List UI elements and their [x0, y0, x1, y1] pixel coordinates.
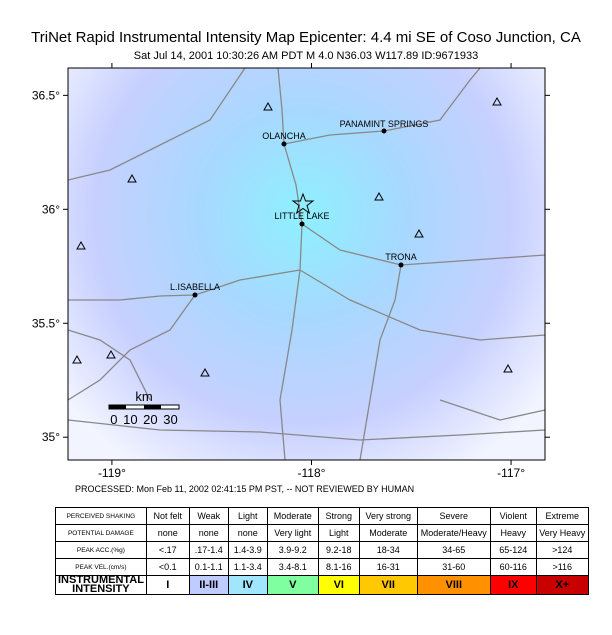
legend-cell: IX — [489, 575, 537, 595]
x-tick-label: -118° — [298, 466, 326, 480]
legend-cell: Heavy — [489, 524, 537, 542]
map-area: OLANCHA PANAMINT SPRINGS LITTLE LAKE TRO… — [68, 68, 545, 460]
legend-cell: 60-116 — [489, 558, 537, 576]
map: TriNet Rapid Instrumental Intensity Map … — [31, 29, 581, 494]
legend-cell: Not felt — [145, 507, 190, 525]
frame — [67, 67, 546, 461]
legend-cell: Very strong — [358, 507, 418, 525]
legend-cell: 34-65 — [416, 541, 491, 559]
legend-cell: 16-31 — [358, 558, 418, 576]
place-label: LITTLE LAKE — [274, 211, 329, 221]
scale-labels: 0 10 20 30 — [110, 412, 177, 427]
place-label: TRONA — [385, 252, 417, 262]
legend-cell: 3.4-8.1 — [266, 558, 319, 576]
legend-cell: V — [266, 575, 319, 595]
legend-cell: <0.1 — [145, 558, 190, 576]
legend-cell: <.17 — [145, 541, 190, 559]
legend-cell: Light — [227, 507, 268, 525]
legend-cell: 18-34 — [358, 541, 418, 559]
legend-cell: Extreme — [535, 507, 589, 525]
legend-cell: 1.4-3.9 — [227, 541, 268, 559]
x-tick-label: -119° — [98, 466, 126, 480]
processed-note: PROCESSED: Mon Feb 11, 2002 02:41:15 PM … — [75, 484, 414, 494]
intensity-legend: PERCEIVED SHAKING Not felt Weak Light Modera… — [55, 507, 589, 595]
subtitle: Sat Jul 14, 2001 10:30:26 AM PDT M 4.0 N… — [134, 50, 478, 62]
epicenter — [291, 192, 315, 215]
legend-cell: .17-1.4 — [188, 541, 229, 559]
legend-cell: VI — [317, 575, 360, 595]
title: TriNet Rapid Instrumental Intensity Map … — [31, 29, 581, 46]
cities — [192, 128, 404, 298]
legend-cell: VIII — [416, 575, 491, 595]
legend-cell: >124 — [535, 541, 589, 559]
legend-cell: >116 — [535, 558, 589, 576]
legend-row: POTENTIAL DAMAGE none none none Very light Li… — [55, 524, 589, 542]
legend-cell: 0.1-1.1 — [188, 558, 229, 576]
scale-bar: km 0 10 20 30 — [108, 389, 180, 427]
legend-cell: none — [145, 524, 190, 542]
legend-cell: 8.1-16 — [317, 558, 360, 576]
row-header: POTENTIAL DAMAGE — [55, 524, 147, 542]
legend-cell: I — [145, 575, 190, 595]
x-tick-label: -117° — [497, 466, 525, 480]
legend-cell: Violent — [489, 507, 537, 525]
place-label: PANAMINT SPRINGS — [340, 119, 429, 129]
legend-cell: VII — [358, 575, 418, 595]
legend-cell: Light — [317, 524, 360, 542]
legend-cell: Moderate — [266, 507, 319, 525]
row-header: PEAK ACC.(%g) — [55, 541, 147, 559]
scale-unit: km — [135, 389, 152, 404]
legend-cell: IV — [227, 575, 268, 595]
row-header: INSTRUMENTAL INTENSITY — [55, 575, 147, 595]
legend-cell: Severe — [416, 507, 491, 525]
legend-cell: 65-124 — [489, 541, 537, 559]
legend-cell: 9.2-18 — [317, 541, 360, 559]
legend-cell: none — [188, 524, 229, 542]
ticks: -119° -118° -117° 36.5° 36° 35.5° 35° — [32, 63, 550, 480]
legend-cell: 3.9-9.2 — [266, 541, 319, 559]
legend-cell: 31-60 — [416, 558, 491, 576]
row-header: PEAK VEL.(cm/s) — [55, 558, 147, 576]
legend-cell: Moderate — [358, 524, 418, 542]
legend-row: PEAK VEL.(cm/s) <0.1 0.1-1.1 1.1-3.4 3.4-8.1… — [55, 558, 589, 576]
legend-cell: II-III — [188, 575, 229, 595]
y-tick-label: 36° — [42, 202, 60, 216]
legend-cell: X+ — [535, 575, 589, 595]
legend-row: PERCEIVED SHAKING Not felt Weak Light Modera… — [55, 507, 589, 525]
legend-cell: Very Heavy — [535, 524, 589, 542]
stations — [72, 96, 513, 377]
legend-cell: Moderate/Heavy — [416, 524, 491, 542]
legend-row: PEAK ACC.(%g) <.17.17-1.4 1.4-3.9 3.9-9.2 9.… — [55, 541, 589, 559]
legend-cell: 1.1-3.4 — [227, 558, 268, 576]
legend-cell: Very light — [266, 524, 319, 542]
legend-cell: none — [227, 524, 268, 542]
legend-row: INSTRUMENTAL INTENSITY I II-III IV V VI VII VII… — [55, 575, 589, 595]
place-label: OLANCHA — [262, 131, 306, 141]
row-header: PERCEIVED SHAKING — [55, 507, 147, 525]
y-tick-label: 36.5° — [32, 88, 60, 102]
legend-cell: Weak — [188, 507, 229, 525]
place-label: L.ISABELLA — [170, 282, 220, 292]
y-tick-label: 35.5° — [32, 316, 60, 330]
y-tick-label: 35° — [42, 430, 60, 444]
legend-cell: Strong — [317, 507, 360, 525]
